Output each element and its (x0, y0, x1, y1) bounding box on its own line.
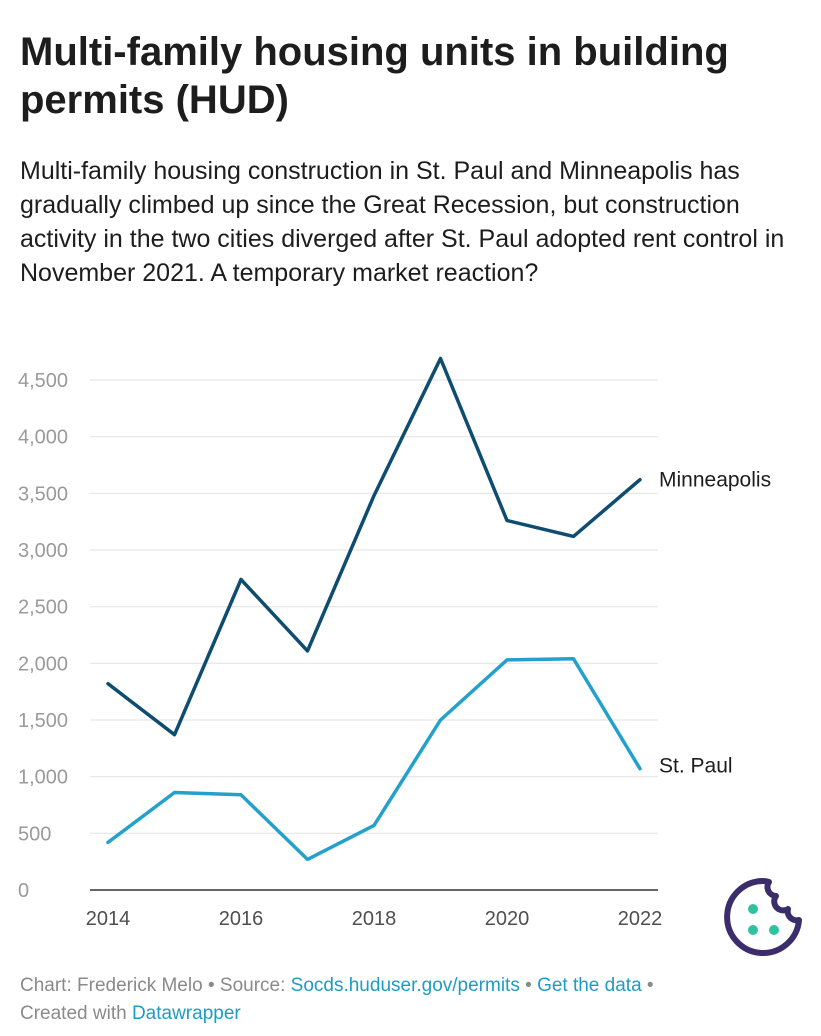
x-tick-label: 2016 (219, 908, 264, 930)
y-tick-label: 0 (18, 880, 29, 902)
y-tick-label: 4,500 (18, 370, 68, 392)
chart-subtitle: Multi-family housing construction in St.… (20, 157, 785, 287)
footer-separator: • (646, 975, 654, 996)
x-tick-label: 2014 (86, 908, 131, 930)
y-tick-label: 2,500 (18, 597, 68, 619)
series-labels: Minneapolis St. Paul (659, 469, 771, 778)
chart-credit: Chart: Frederick Melo (20, 975, 203, 996)
st-paul-label: St. Paul (659, 755, 733, 778)
y-tick-label: 1,000 (18, 767, 68, 789)
footer-separator: • (525, 975, 532, 996)
x-axis: 2014 2016 2018 2020 2022 (86, 908, 663, 930)
datawrapper-link[interactable]: Datawrapper (131, 1003, 241, 1024)
minneapolis-label: Minneapolis (659, 469, 771, 492)
source-link[interactable]: Socds.huduser.gov/permits (290, 975, 520, 996)
chart-footer: Chart: Frederick Melo • Source: Socds.hu… (20, 972, 800, 1028)
cookie-icon[interactable] (722, 876, 804, 958)
created-with-label: Created with (20, 1003, 127, 1024)
x-tick-label: 2020 (485, 908, 530, 930)
y-tick-label: 4,000 (18, 427, 68, 449)
footer-separator: • (207, 975, 215, 996)
get-data-link[interactable]: Get the data (537, 975, 642, 996)
minneapolis-line (106, 356, 642, 737)
y-axis: 0 500 1,000 1,500 2,000 2,500 3,000 3,500 4,000 4… (18, 370, 68, 902)
source-label: Source: (219, 975, 286, 996)
y-tick-label: 3,000 (18, 540, 68, 562)
chart-grid (90, 379, 658, 891)
y-tick-label: 1,500 (18, 710, 68, 732)
y-tick-label: 500 (18, 823, 51, 845)
st-paul-line (106, 657, 642, 862)
series-lines (106, 356, 642, 862)
x-tick-label: 2022 (618, 908, 663, 930)
y-tick-label: 3,500 (18, 483, 68, 505)
x-tick-label: 2018 (352, 908, 397, 930)
y-tick-label: 2,000 (18, 653, 68, 675)
chart-title: Multi-family housing units in building p… (20, 30, 729, 122)
line-chart: 0 500 1,000 1,500 2,000 2,500 3,000 3,500 4,000 4… (18, 356, 771, 930)
